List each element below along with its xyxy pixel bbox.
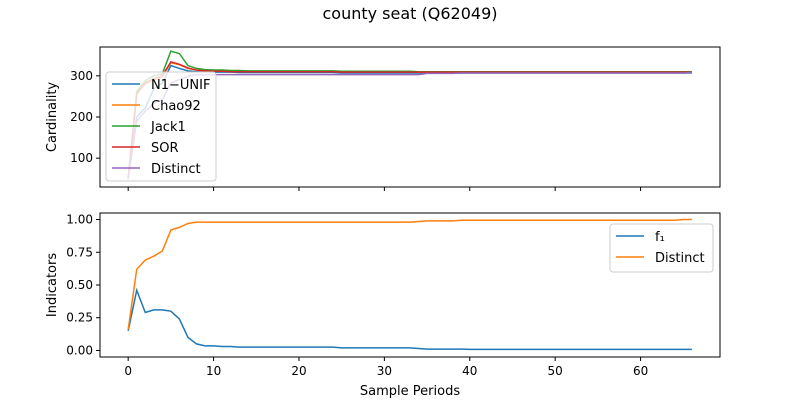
x-tick-label-1-0: 0 <box>124 364 132 378</box>
legend-label-1-1: Distinct <box>655 251 705 266</box>
x-tick-label-1-4: 40 <box>462 364 477 378</box>
indicators-plot: 0 10 20 30 40 50 60 0.00 0.25 0.50 0.75 1.00 Indicat… <box>45 212 721 399</box>
legend-label-0-3: SOR <box>151 141 179 156</box>
legend-1: f₁ Distinct <box>609 223 714 273</box>
y-tick-label-1-4: 1.00 <box>66 213 93 227</box>
legend-box-0 <box>105 71 217 182</box>
y-tick-label-0-1: 200 <box>70 110 93 124</box>
series-line-1-1 <box>127 218 692 330</box>
legend-label-0-2: Jack1 <box>150 120 186 135</box>
y-axis-label-1: Indicators <box>45 253 60 317</box>
x-tick-label-1-1: 10 <box>206 364 221 378</box>
x-tick-label-1-6: 60 <box>633 364 648 378</box>
legend-0: N1−UNIF Chao92 Jack1 SOR Distinct <box>105 71 217 182</box>
figure-title: county seat (Q62049) <box>322 4 497 23</box>
y-tick-label-1-1: 0.25 <box>66 311 93 325</box>
series-line-0-4 <box>127 71 692 179</box>
legend-label-0-4: Distinct <box>151 162 201 177</box>
series-line-1-0 <box>127 287 692 351</box>
y-tick-label-1-0: 0.00 <box>66 343 93 357</box>
cardinality-plot: 100 200 300 Cardinality N1−UNIF Chao92 Jack1 SO… <box>45 46 721 191</box>
legend-label-1-0: f₁ <box>655 230 665 245</box>
legend-label-0-0: N1−UNIF <box>151 78 210 93</box>
x-tick-label-1-3: 30 <box>377 364 392 378</box>
y-axis-label-0: Cardinality <box>45 82 60 153</box>
y-tick-label-0-2: 300 <box>70 69 93 83</box>
y-tick-label-1-2: 0.50 <box>66 278 93 292</box>
y-tick-label-1-3: 0.75 <box>66 245 93 259</box>
x-tick-label-1-5: 50 <box>548 364 563 378</box>
y-tick-label-0-0: 100 <box>70 151 93 165</box>
x-axis-label-1: Sample Periods <box>360 384 460 399</box>
series-line-0-3 <box>127 60 692 179</box>
legend-label-0-1: Chao92 <box>151 99 201 114</box>
x-tick-label-1-2: 20 <box>291 364 306 378</box>
